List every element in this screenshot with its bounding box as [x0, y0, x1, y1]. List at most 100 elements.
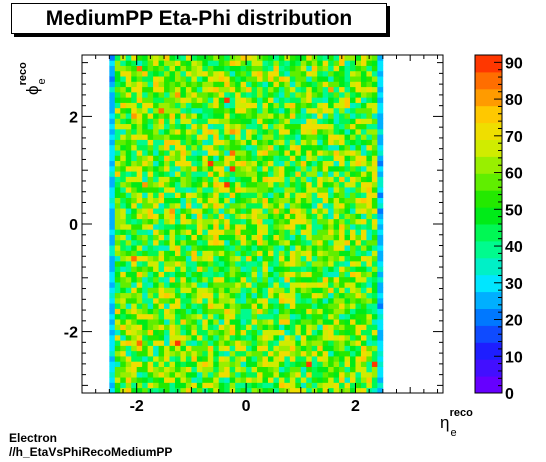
heatmap-cell	[158, 266, 165, 272]
heatmap-cell	[191, 340, 198, 346]
heatmap-cell	[257, 134, 263, 140]
heatmap-cell	[366, 382, 373, 389]
heatmap-cell	[262, 55, 269, 61]
heatmap-cell	[278, 123, 285, 130]
heatmap-cell	[196, 213, 203, 220]
heatmap-cell	[114, 123, 121, 130]
heatmap-cell	[114, 340, 121, 346]
heatmap-cell	[246, 65, 252, 72]
heatmap-cell	[147, 65, 154, 72]
heatmap-cell	[366, 229, 373, 235]
heatmap-cell	[240, 144, 247, 151]
heatmap-cell	[289, 208, 296, 214]
heatmap-cell	[136, 91, 143, 98]
heatmap-cell	[147, 224, 154, 230]
heatmap-cell	[355, 86, 362, 93]
heatmap-cell	[136, 224, 143, 230]
heatmap-cell	[355, 65, 362, 72]
heatmap-cell	[153, 86, 159, 93]
heatmap-cell	[109, 192, 116, 198]
heatmap-cell	[273, 350, 280, 357]
heatmap-cell	[229, 266, 236, 272]
x-tick-label: 0	[242, 398, 251, 415]
heatmap-cell	[300, 202, 307, 209]
heatmap-cell	[229, 224, 236, 230]
heatmap-cell	[196, 345, 203, 352]
heatmap-cell	[224, 139, 231, 146]
heatmap-cell	[251, 128, 258, 135]
heatmap-cell	[344, 255, 351, 262]
heatmap-cell	[125, 218, 132, 225]
heatmap-cell	[355, 329, 362, 336]
heatmap-cell	[224, 86, 231, 93]
heatmap-cell	[333, 150, 340, 156]
heatmap-cell	[333, 139, 340, 146]
heatmap-cell	[360, 313, 367, 320]
heatmap-cell	[142, 239, 149, 246]
heatmap-cell	[125, 213, 132, 220]
heatmap-cell	[131, 208, 138, 214]
heatmap-cell	[306, 229, 313, 235]
heatmap-cell	[120, 181, 127, 188]
heatmap-cell	[322, 160, 329, 167]
heatmap-cell	[267, 276, 274, 283]
heatmap-cell	[257, 234, 263, 241]
heatmap-cell	[142, 165, 149, 172]
heatmap-cell	[147, 350, 154, 357]
heatmap-cell	[328, 213, 335, 220]
heatmap-cell	[284, 229, 291, 235]
heatmap-cell	[131, 276, 138, 283]
heatmap-cell	[235, 55, 242, 61]
heatmap-cell	[120, 371, 127, 378]
heatmap-cell	[114, 176, 121, 183]
heatmap-cell	[109, 91, 116, 98]
heatmap-cell	[339, 245, 345, 251]
heatmap-cell	[153, 176, 159, 183]
heatmap-cell	[366, 245, 373, 251]
heatmap-cell	[284, 160, 291, 167]
heatmap-cell	[224, 387, 231, 394]
heatmap-cell	[257, 181, 263, 188]
heatmap-cell	[333, 213, 340, 220]
heatmap-cell	[273, 229, 280, 235]
heatmap-cell	[289, 266, 296, 272]
heatmap-cell	[153, 356, 159, 362]
heatmap-cell	[174, 192, 181, 198]
heatmap-cell	[125, 97, 132, 103]
heatmap-cell	[196, 102, 203, 109]
heatmap-cell	[147, 150, 154, 156]
heatmap-cell	[131, 350, 138, 357]
heatmap-cell	[202, 165, 209, 172]
heatmap-cell	[235, 123, 242, 130]
heatmap-cell	[196, 91, 203, 98]
heatmap-cell	[229, 303, 236, 309]
heatmap-cell	[333, 276, 340, 283]
heatmap-cell	[224, 287, 231, 294]
heatmap-cell	[207, 197, 214, 204]
heatmap-cell	[355, 239, 362, 246]
heatmap-cell	[196, 361, 203, 367]
heatmap-cell	[366, 255, 373, 262]
colorbar-tick-label: 30	[505, 276, 523, 293]
heatmap-cell	[174, 239, 181, 246]
heatmap-cell	[317, 139, 324, 146]
heatmap-cell	[344, 377, 351, 383]
heatmap-cell	[371, 224, 378, 230]
heatmap-cell	[120, 334, 127, 341]
heatmap-cell	[371, 366, 378, 373]
heatmap-cell	[185, 160, 192, 167]
heatmap-cell	[350, 218, 356, 225]
heatmap-cell	[235, 91, 242, 98]
heatmap-cell	[273, 345, 280, 352]
heatmap-cell	[185, 255, 192, 262]
heatmap-cell	[295, 218, 302, 225]
heatmap-cell	[218, 250, 225, 257]
heatmap-cell	[147, 155, 154, 162]
heatmap-cell	[273, 187, 280, 193]
heatmap-cell	[164, 134, 170, 140]
heatmap-cell	[142, 350, 149, 357]
heatmap-cell	[328, 60, 335, 66]
heatmap-cell	[328, 324, 335, 331]
heatmap-cell	[328, 334, 335, 341]
heatmap-cell	[207, 213, 214, 220]
